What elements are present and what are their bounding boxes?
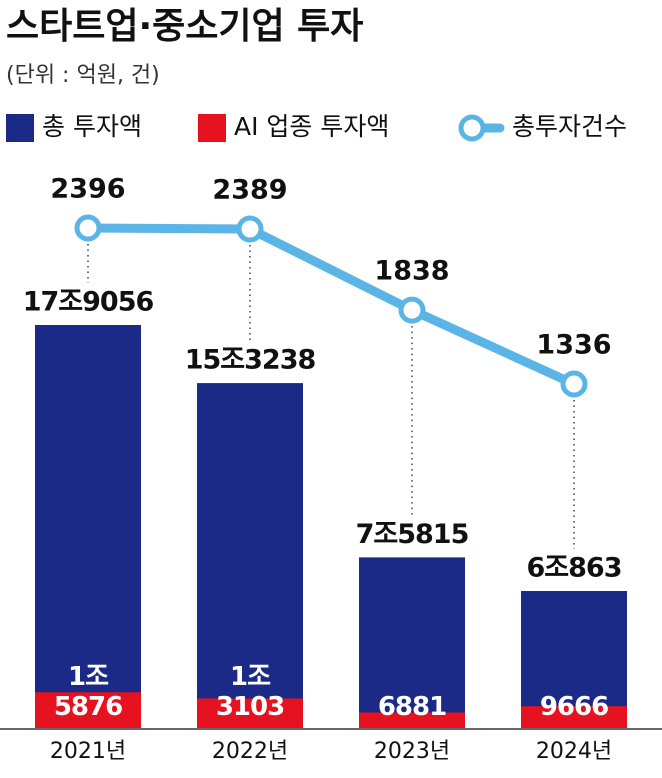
legend-label: AI 업종 투자액 <box>234 112 389 141</box>
ai-value-label: 1조 5876 <box>53 662 123 722</box>
count-marker <box>74 214 102 242</box>
count-line <box>87 223 576 389</box>
x-tick-label: 2024년 <box>536 739 612 764</box>
x-tick-label: 2021년 <box>50 739 126 764</box>
bar <box>197 698 303 728</box>
bar <box>359 712 465 728</box>
chart-subtitle: (단위 : 억원, 건) <box>6 63 160 88</box>
count-marker <box>560 370 588 398</box>
count-label: 2396 <box>50 174 125 205</box>
ai-value-label: 6881 <box>377 692 447 722</box>
bar-value-label: 17조9056 <box>23 287 154 318</box>
legend-label: 총투자건수 <box>512 112 627 141</box>
legend-swatch <box>198 114 226 142</box>
bar <box>521 591 627 728</box>
legend-label: 총 투자액 <box>42 112 142 141</box>
bar <box>197 383 303 728</box>
bar <box>35 325 141 728</box>
legend-swatch <box>6 114 34 142</box>
bar-value-label: 6조863 <box>527 553 622 584</box>
bar <box>521 706 627 728</box>
bar <box>35 692 141 728</box>
ai-value-label: 1조 3103 <box>215 662 285 722</box>
count-marker <box>398 296 426 324</box>
x-tick-label: 2022년 <box>212 739 288 764</box>
ai-value-label: 9666 <box>539 692 609 722</box>
chart-title: 스타트업·중소기업 투자 <box>6 6 363 47</box>
bar <box>359 557 465 728</box>
count-label: 2389 <box>212 175 287 206</box>
bar-value-label: 15조3238 <box>185 345 316 376</box>
count-label: 1838 <box>374 256 449 287</box>
legend-marker <box>458 114 486 142</box>
x-tick-label: 2023년 <box>374 739 450 764</box>
count-label: 1336 <box>536 330 611 361</box>
bar-value-label: 7조5815 <box>356 519 469 550</box>
count-marker <box>236 215 264 243</box>
